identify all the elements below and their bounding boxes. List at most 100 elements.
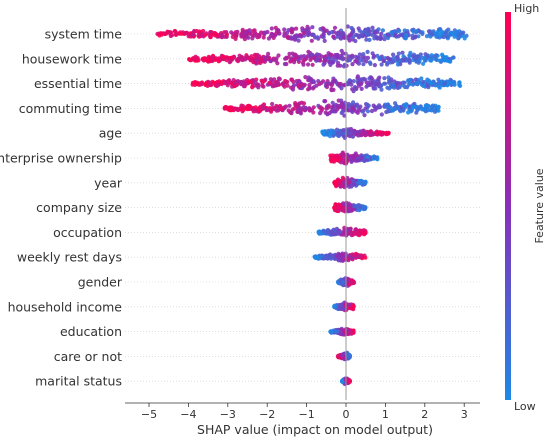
feature-label: year <box>94 175 123 190</box>
shap-point <box>338 132 343 137</box>
shap-point <box>394 103 399 108</box>
shap-point <box>261 84 266 89</box>
shap-point <box>357 34 362 39</box>
shap-point <box>294 26 299 31</box>
shap-point <box>396 51 401 56</box>
shap-point <box>259 30 264 35</box>
shap-point <box>202 33 208 38</box>
shap-point <box>229 55 234 60</box>
shap-point <box>351 154 356 159</box>
shap-point <box>436 108 441 113</box>
shap-point <box>279 107 284 112</box>
shap-point <box>415 81 420 86</box>
shap-point <box>403 36 408 41</box>
shap-point <box>330 100 335 105</box>
shap-point <box>332 78 337 84</box>
shap-point <box>223 105 228 110</box>
shap-point <box>227 108 233 113</box>
shap-point <box>303 108 308 113</box>
shap-point <box>195 81 200 87</box>
shap-point <box>273 31 278 37</box>
shap-point <box>378 83 383 88</box>
feature-label: housework time <box>22 51 122 66</box>
shap-point <box>341 64 347 69</box>
shap-point <box>437 58 443 63</box>
shap-point <box>358 82 364 87</box>
shap-point <box>224 33 229 38</box>
shap-point <box>346 54 351 59</box>
shap-point <box>343 303 348 308</box>
shap-point <box>358 58 363 63</box>
shap-point <box>380 28 385 33</box>
shap-point <box>350 178 355 183</box>
shap-point <box>340 232 346 237</box>
shap-point <box>372 155 378 160</box>
shap-point <box>423 103 428 108</box>
shap-point <box>344 157 349 162</box>
shap-point <box>214 83 219 89</box>
shap-point <box>359 77 364 82</box>
shap-point <box>335 231 340 236</box>
shap-point <box>420 31 425 36</box>
shap-point <box>378 130 383 135</box>
shap-point <box>428 34 433 39</box>
shap-point <box>362 30 367 35</box>
shap-point <box>287 103 292 108</box>
shap-point <box>391 56 396 61</box>
shap-point <box>353 59 358 64</box>
shap-point <box>299 107 304 112</box>
feature-label: household income <box>8 299 123 314</box>
shap-point <box>385 85 390 90</box>
shap-point <box>361 62 366 67</box>
shap-point <box>250 84 255 89</box>
shap-point <box>425 77 430 82</box>
shap-point <box>324 106 329 111</box>
shap-point <box>224 29 229 35</box>
shap-point <box>332 25 338 30</box>
shap-point <box>413 77 418 82</box>
shap-point <box>311 32 316 38</box>
shap-point <box>229 30 234 35</box>
shap-point <box>318 105 323 110</box>
feature-row: commuting time <box>19 98 480 118</box>
shap-point <box>309 107 315 112</box>
shap-point <box>234 83 239 88</box>
shap-point <box>371 103 376 108</box>
shap-point <box>329 330 334 335</box>
shap-point <box>275 80 280 85</box>
shap-point <box>332 180 337 185</box>
shap-point <box>352 182 357 187</box>
shap-point <box>370 80 375 86</box>
shap-point <box>371 86 376 91</box>
shap-point <box>263 30 268 35</box>
shap-point <box>218 56 223 62</box>
shap-point <box>392 29 397 34</box>
shap-point <box>356 26 361 31</box>
shap-point <box>354 203 359 209</box>
x-tick-label: 3 <box>461 408 468 421</box>
x-tick-label: −4 <box>180 408 196 421</box>
shap-point <box>368 61 373 66</box>
feature-label: commuting time <box>19 101 123 116</box>
shap-point <box>187 57 192 62</box>
shap-point <box>370 25 375 30</box>
shap-point <box>442 82 447 87</box>
shap-point <box>290 107 295 112</box>
feature-row: age <box>99 126 480 141</box>
shap-point <box>308 57 313 63</box>
shap-point <box>348 156 353 161</box>
shap-point <box>438 32 444 37</box>
feature-row: occupation <box>53 225 480 240</box>
shap-point <box>299 100 304 105</box>
shap-point <box>239 82 244 87</box>
shap-point <box>430 103 435 108</box>
shap-point <box>435 32 440 37</box>
shap-point <box>347 78 352 83</box>
feature-row: essential time <box>34 74 480 94</box>
shap-point <box>419 76 424 81</box>
shap-point <box>371 131 376 136</box>
shap-point <box>379 31 384 36</box>
shap-point <box>317 81 322 87</box>
shap-point <box>241 33 246 38</box>
